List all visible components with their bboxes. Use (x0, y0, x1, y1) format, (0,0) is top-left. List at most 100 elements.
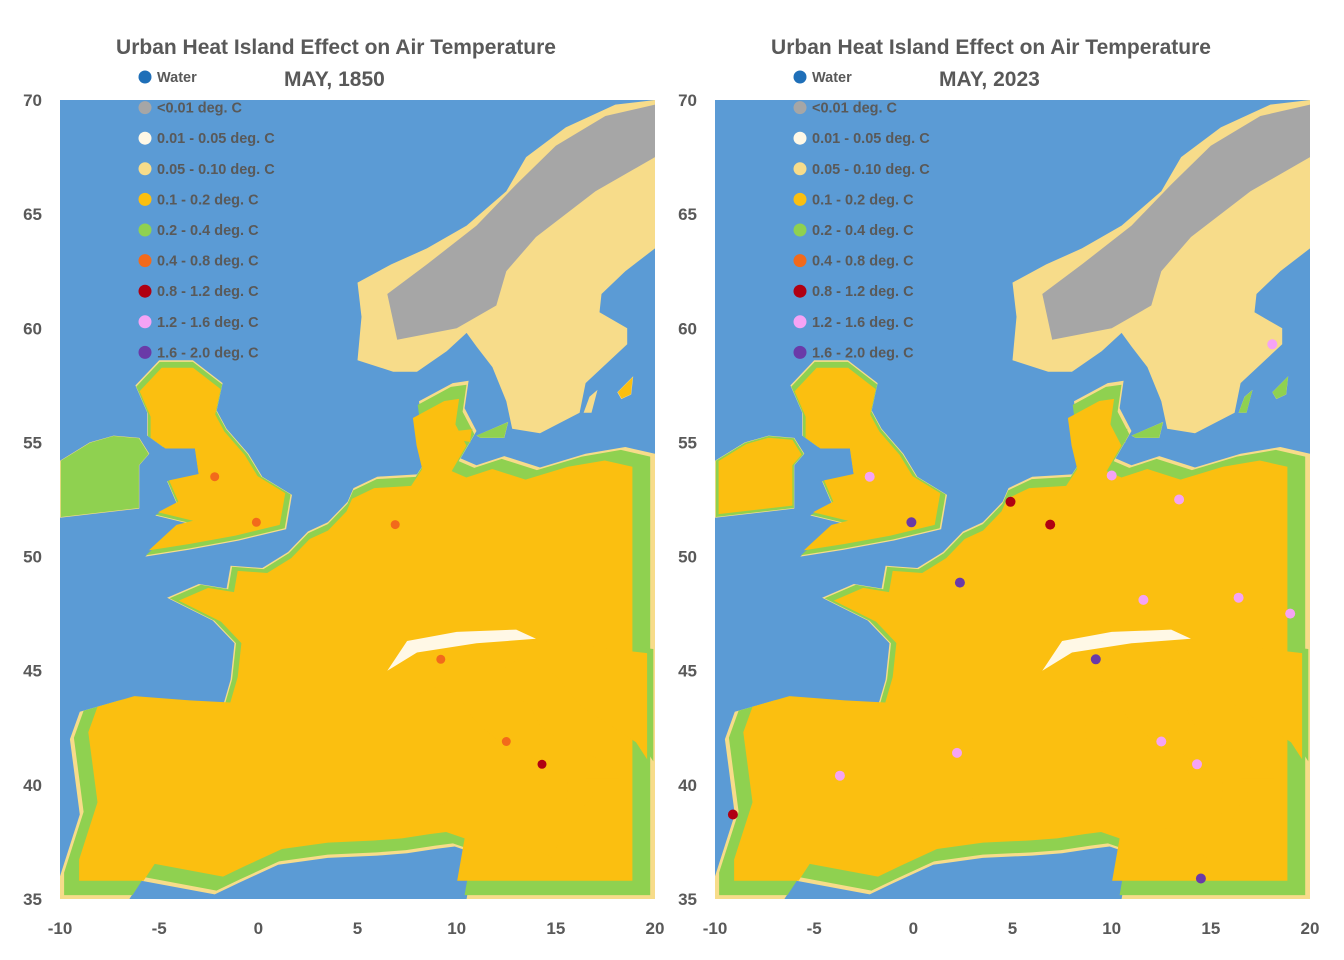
hotspot-marker (537, 759, 547, 769)
land-gotland (617, 377, 633, 399)
x-tick-label: -5 (152, 919, 167, 938)
hotspot-marker (954, 577, 965, 588)
land-gotland (1272, 376, 1289, 399)
hotspot-marker (834, 770, 845, 781)
legend-swatch (138, 101, 152, 115)
legend-label: 1.6 - 2.0 deg. C (157, 345, 259, 361)
hotspot-marker (864, 471, 875, 482)
land-zealand (476, 422, 508, 438)
land-main (734, 398, 1288, 881)
legend-swatch (793, 315, 807, 329)
x-tick-label: 20 (1301, 919, 1320, 938)
hotspot-marker (1138, 594, 1149, 605)
land-fyn (453, 429, 472, 442)
chart-subtitle: MAY, 2023 (939, 68, 1040, 91)
x-tick-label: 15 (1201, 919, 1220, 938)
legend: Water <0.01 deg. C 0.01 - 0.05 deg. C 0.05 … (138, 70, 275, 361)
legend-swatch (138, 131, 152, 145)
legend-swatch (138, 70, 152, 84)
land-ireland (60, 436, 149, 517)
legend-label: 0.8 - 1.2 deg. C (812, 284, 914, 300)
land-scandinavian-mountains (387, 104, 655, 340)
legend-label: <0.01 deg. C (157, 101, 243, 117)
land-italy (416, 640, 648, 823)
hotspot-marker (1106, 470, 1117, 481)
hotspot-marker (1233, 592, 1244, 603)
chart-panel-2023: 35 40 45 50 55 60 65 70 -10 -5 0 5 10 15 20 Water <0.01 … (655, 0, 1327, 960)
y-tick-label: 60 (678, 319, 697, 338)
x-tick-label: 10 (447, 919, 466, 938)
legend-label: 0.4 - 0.8 deg. C (812, 254, 914, 270)
land-oland (1238, 390, 1253, 413)
y-tick-label: 35 (23, 890, 42, 909)
legend-label: 0.1 - 0.2 deg. C (157, 192, 259, 208)
land-corsica (1084, 719, 1102, 752)
hotspot-marker (906, 517, 917, 528)
legend-swatch (138, 345, 152, 359)
legend-label: 0.01 - 0.05 deg. C (812, 131, 930, 147)
chart-panel-1850: 35 40 45 50 55 60 65 70 -10 -5 0 5 10 15 20 Water <0.01 … (23, 36, 664, 938)
hotspot-marker (1090, 654, 1101, 665)
legend-swatch (138, 223, 152, 237)
legend-label: 0.01 - 0.05 deg. C (157, 131, 275, 147)
legend-label: 0.8 - 1.2 deg. C (157, 284, 259, 300)
legend-label: 0.05 - 0.10 deg. C (812, 162, 930, 178)
y-tick-label: 55 (678, 433, 697, 452)
y-tick-label: 40 (678, 776, 697, 795)
legend-label: Water (157, 70, 197, 86)
legend-swatch (793, 101, 807, 115)
heatmap-plot-2023: 35 40 45 50 55 60 65 70 -10 -5 0 5 10 15 20 Water <0.01 … (678, 70, 1327, 938)
legend-label: 1.6 - 2.0 deg. C (812, 345, 914, 361)
hotspot-marker (251, 517, 261, 527)
y-tick-label: 50 (23, 548, 42, 567)
legend-swatch (138, 254, 152, 268)
legend-label: 1.2 - 1.6 deg. C (812, 315, 914, 331)
legend-label: Water (812, 70, 852, 86)
hotspot-marker (1156, 736, 1167, 747)
land-alps (1042, 629, 1191, 671)
legend-swatch (138, 192, 152, 206)
legend-swatch (793, 284, 807, 298)
map-area (715, 100, 1327, 899)
legend-swatch (793, 345, 807, 359)
land-oland (583, 389, 598, 413)
x-tick-label: -10 (703, 919, 728, 938)
y-tick-label: 55 (23, 433, 42, 452)
y-tick-label: 40 (23, 776, 42, 795)
hotspot-marker (1005, 496, 1016, 507)
land-gb (794, 367, 941, 551)
legend-label: 0.05 - 0.10 deg. C (157, 162, 275, 178)
chart-title: Urban Heat Island Effect on Air Temperat… (771, 36, 1211, 59)
heatmap-plot-1850: 35 40 45 50 55 60 65 70 -10 -5 0 5 10 15 20 Water <0.01 … (23, 70, 664, 938)
y-tick-label: 60 (23, 319, 42, 338)
legend-swatch (138, 315, 152, 329)
legend-label: <0.01 deg. C (812, 101, 898, 117)
hotspot-marker (1174, 494, 1185, 505)
legend-swatch (793, 223, 807, 237)
legend-swatch (793, 254, 807, 268)
hotspot-marker (1325, 501, 1327, 511)
land-sardinia (425, 763, 450, 807)
y-tick-label: 45 (23, 662, 42, 681)
land-alps (387, 629, 536, 671)
x-tick-label: 0 (254, 919, 263, 938)
x-tick-label: -10 (48, 919, 73, 938)
land-sicily (506, 824, 566, 859)
chart-title: Urban Heat Island Effect on Air Temperat… (116, 36, 556, 59)
y-tick-label: 65 (678, 205, 697, 224)
land-scandinavian-mountains (1042, 104, 1310, 340)
hotspot-marker (1195, 873, 1206, 884)
x-tick-label: 5 (353, 919, 362, 938)
x-tick-label: 5 (1008, 919, 1017, 938)
y-tick-label: 70 (678, 91, 697, 110)
x-tick-label: 10 (1102, 919, 1121, 938)
y-tick-label: 50 (678, 548, 697, 567)
land-main (79, 398, 633, 881)
land-ireland (718, 437, 802, 515)
hotspot-marker (1285, 608, 1296, 619)
legend-label: 0.2 - 0.4 deg. C (157, 223, 259, 239)
legend-label: 1.2 - 1.6 deg. C (157, 315, 259, 331)
hotspot-marker (501, 737, 511, 746)
land-sicily (1161, 824, 1221, 859)
x-tick-label: -5 (807, 919, 822, 938)
